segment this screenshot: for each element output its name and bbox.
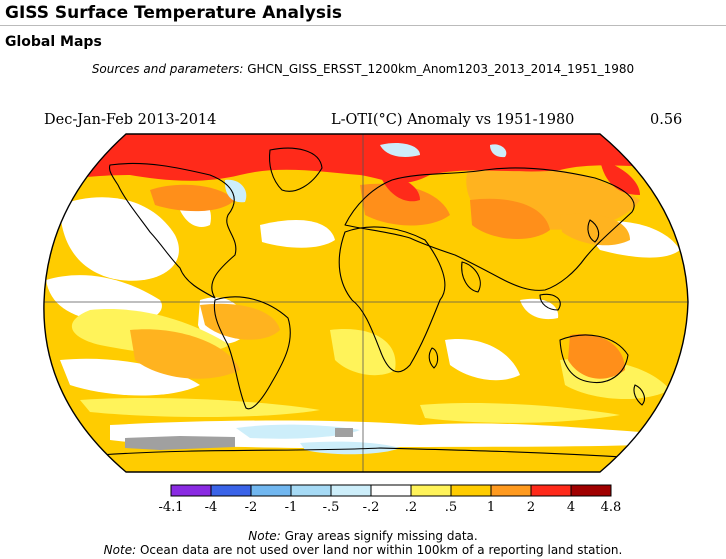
zone-red-scandinavia <box>380 175 420 202</box>
legend-tick-label: 2 <box>527 500 535 515</box>
legend-tick-label: -4 <box>205 500 218 515</box>
legend-color-box <box>490 484 532 497</box>
zone-orange-europe <box>360 183 450 226</box>
coast-madagascar <box>428 347 439 369</box>
zone-lightblue-weddell <box>236 424 360 439</box>
note-ocean-data: Note: Ocean data are not used over land … <box>0 543 726 558</box>
coast-japan <box>587 219 600 243</box>
legend-color-box <box>250 484 292 497</box>
legend-color-box <box>330 484 372 497</box>
coast-eurasia <box>344 167 635 291</box>
coast-new-zealand <box>633 384 645 406</box>
note-ocean-data-text: Ocean data are not used over land nor wi… <box>139 543 623 557</box>
legend-tick-label: -.5 <box>323 500 340 515</box>
legend-tick-label: .5 <box>445 500 457 515</box>
zone-lightblue-antarctic <box>300 441 400 455</box>
index-label: L-OTI(°C) Anomaly vs 1951-1980 <box>331 112 574 128</box>
note-missing-data-text: Gray areas signify missing data. <box>284 529 478 543</box>
missing-data-patch <box>335 428 353 437</box>
legend-tick-labels: -4.1 -4 -2 -1 -.5 -.2 .2 .5 1 2 4 4.8 <box>158 500 621 515</box>
legend-tick-label: -1 <box>285 500 298 515</box>
coast-india <box>461 261 481 293</box>
sources-label: Sources and parameters: <box>91 62 244 76</box>
zone-lightorange-east-asia <box>560 213 630 246</box>
legend-tick-label: 4.8 <box>601 500 622 515</box>
coast-north-america <box>108 162 237 299</box>
legend-tick-label: 1 <box>487 500 495 515</box>
page-title: GISS Surface Temperature Analysis <box>5 3 342 23</box>
zone-orange-central-asia <box>470 198 550 240</box>
zone-white-north-atlantic <box>260 220 335 248</box>
zone-white-maritime <box>520 298 559 320</box>
coast-africa <box>338 226 446 373</box>
zone-orange-australia <box>568 334 625 379</box>
legend-color-box <box>210 484 252 497</box>
coast-greenland <box>268 147 323 192</box>
sources-line: Sources and parameters: GHCN_GISS_ERSST_… <box>0 61 726 77</box>
coast-borneo <box>539 293 561 311</box>
zone-blue-arctic-ocean <box>490 144 507 158</box>
legend-color-box <box>170 484 212 497</box>
anomaly-field <box>43 134 689 472</box>
legend-color-box <box>530 484 572 497</box>
note-ocean-data-label: Note: <box>103 543 137 557</box>
legend-color-box <box>410 484 452 497</box>
zone-orange-alaska <box>150 184 235 212</box>
legend-color-box <box>450 484 492 497</box>
legend-tick-label: -2 <box>245 500 258 515</box>
legend-tick-label: 4 <box>567 500 575 515</box>
zone-red-chukotka <box>600 160 640 195</box>
coast-australia <box>559 334 629 384</box>
zone-yellow-southern-indian <box>420 403 620 423</box>
title-divider <box>0 25 726 26</box>
zone-white-south-pacific <box>60 358 200 396</box>
color-legend: -4.1 -4 -2 -1 -.5 -.2 .2 .5 1 2 4 4.8 <box>158 484 621 515</box>
zone-lightorange-south-pacific <box>130 329 240 379</box>
global-mean-value: 0.56 <box>650 112 682 128</box>
map-border <box>43 133 689 473</box>
note-missing-data-label: Note: <box>248 529 281 543</box>
zone-white-indian-ocean <box>445 339 520 381</box>
legend-tick-label: .2 <box>405 500 417 515</box>
zone-red-arctic <box>43 134 689 183</box>
legend-tick-label: -4.1 <box>158 500 183 515</box>
coast-antarctica <box>99 447 641 459</box>
zone-blue-canada <box>224 179 247 203</box>
section-title: Global Maps <box>5 34 102 50</box>
legend-color-box <box>370 484 412 497</box>
zone-white-north-pacific <box>60 197 179 281</box>
zone-yellow-southern-belt <box>80 398 320 417</box>
legend-color-box <box>290 484 332 497</box>
sources-value: GHCN_GISS_ERSST_1200km_Anom1203_2013_201… <box>247 62 635 76</box>
note-missing-data: Note: Gray areas signify missing data. <box>0 529 726 544</box>
missing-data-antarctic <box>125 436 235 450</box>
season-label: Dec-Jan-Feb 2013-2014 <box>44 112 216 128</box>
legend-color-box <box>570 484 612 497</box>
zone-blue-svalbard <box>380 143 420 157</box>
legend-boxes <box>170 484 612 497</box>
coastlines <box>99 147 645 459</box>
zone-lightorange-south-america <box>200 303 280 340</box>
legend-tick-label: -.2 <box>363 500 380 515</box>
coast-south-america <box>213 296 291 410</box>
